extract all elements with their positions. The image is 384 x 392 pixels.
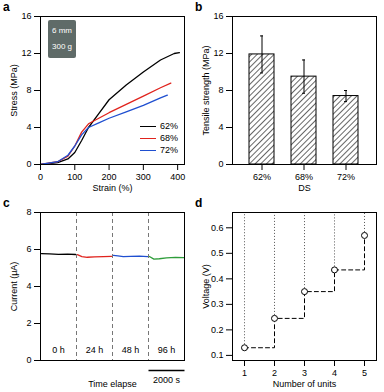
svg-text:68%: 68% xyxy=(295,172,313,182)
svg-text:1: 1 xyxy=(242,368,247,378)
svg-text:2: 2 xyxy=(272,368,277,378)
svg-text:200: 200 xyxy=(102,172,117,182)
svg-text:62%: 62% xyxy=(253,172,271,182)
svg-text:0: 0 xyxy=(38,172,43,182)
svg-text:2: 2 xyxy=(26,318,31,328)
svg-text:Tensile strength (MPa): Tensile strength (MPa) xyxy=(201,45,211,135)
svg-text:0.1: 0.1 xyxy=(211,350,224,360)
svg-text:Current (μA): Current (μA) xyxy=(9,262,19,312)
html-text:a: a xyxy=(3,0,10,14)
svg-text:Stress (MPa): Stress (MPa) xyxy=(9,64,19,117)
svg-text:0.4: 0.4 xyxy=(211,274,224,284)
svg-text:Number of units: Number of units xyxy=(273,379,337,389)
html-text:72%: 72% xyxy=(160,145,178,155)
svg-text:100: 100 xyxy=(67,172,82,182)
svg-text:24 h: 24 h xyxy=(86,345,104,355)
svg-text:12: 12 xyxy=(213,48,223,58)
svg-text:2000 s: 2000 s xyxy=(153,375,181,385)
svg-text:5: 5 xyxy=(362,368,367,378)
html-text:d: d xyxy=(195,196,203,210)
svg-text:3: 3 xyxy=(302,368,307,378)
svg-text:16: 16 xyxy=(21,11,31,21)
svg-text:4: 4 xyxy=(26,122,31,132)
html-text:300 g: 300 g xyxy=(52,42,72,51)
svg-text:6: 6 xyxy=(26,244,31,254)
svg-text:8: 8 xyxy=(218,85,223,95)
svg-text:8: 8 xyxy=(26,85,31,95)
svg-text:0.5: 0.5 xyxy=(211,248,224,258)
svg-text:12: 12 xyxy=(21,48,31,58)
svg-text:96 h: 96 h xyxy=(158,345,176,355)
svg-text:72%: 72% xyxy=(337,172,355,182)
svg-text:16: 16 xyxy=(213,11,223,21)
svg-text:0: 0 xyxy=(26,159,31,169)
svg-text:48 h: 48 h xyxy=(122,345,140,355)
svg-text:0: 0 xyxy=(26,355,31,365)
svg-text:4: 4 xyxy=(218,122,223,132)
svg-text:4: 4 xyxy=(26,281,31,291)
svg-text:0.6: 0.6 xyxy=(211,223,224,233)
svg-text:0 h: 0 h xyxy=(52,345,65,355)
svg-text:0.3: 0.3 xyxy=(211,299,224,309)
svg-text:4: 4 xyxy=(332,368,337,378)
html-text:68%: 68% xyxy=(160,133,178,143)
svg-text:0: 0 xyxy=(218,159,223,169)
svg-text:Strain (%): Strain (%) xyxy=(92,183,132,193)
html-text:c: c xyxy=(3,196,10,210)
html-text:b: b xyxy=(195,0,203,14)
svg-text:Time elapse: Time elapse xyxy=(88,379,137,389)
svg-text:Voltage (V): Voltage (V) xyxy=(201,264,211,309)
svg-text:8: 8 xyxy=(26,207,31,217)
svg-text:400: 400 xyxy=(170,172,185,182)
html-text:6 mm: 6 mm xyxy=(52,26,72,35)
svg-text:0.2: 0.2 xyxy=(211,325,224,335)
svg-text:DS: DS xyxy=(298,183,311,193)
html-text:62%: 62% xyxy=(160,121,178,131)
svg-text:300: 300 xyxy=(136,172,151,182)
